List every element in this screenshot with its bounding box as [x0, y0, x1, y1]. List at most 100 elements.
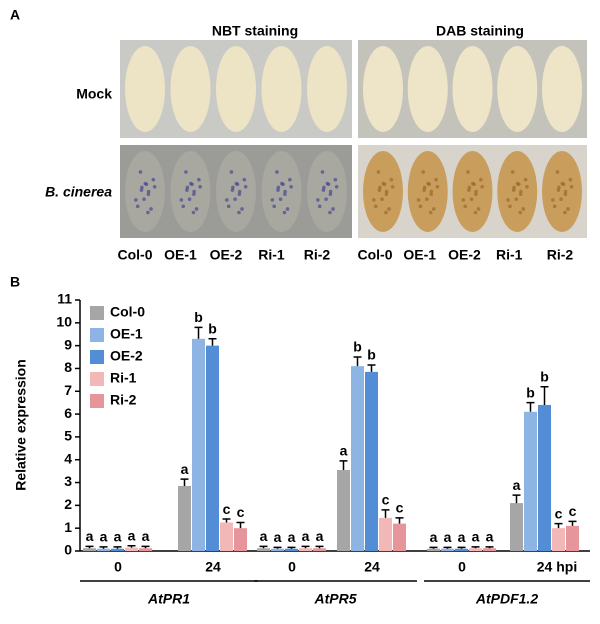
lesion — [518, 210, 523, 215]
lesion — [563, 192, 568, 197]
lesion — [328, 210, 332, 215]
bar — [510, 503, 523, 551]
significance-letter: a — [260, 528, 268, 544]
bar — [483, 548, 496, 551]
significance-letter: a — [288, 529, 296, 545]
significance-letter: a — [316, 528, 324, 544]
lesion — [233, 197, 237, 202]
x-tick-label: 0 — [114, 559, 122, 575]
lesion — [231, 185, 235, 190]
lesion — [322, 185, 326, 190]
lesion — [421, 170, 425, 174]
lesion — [380, 197, 384, 202]
lesion — [552, 204, 557, 209]
lesion — [384, 192, 389, 197]
lesion — [333, 177, 338, 182]
lesion — [283, 189, 287, 194]
lesion — [563, 210, 567, 215]
significance-letter: b — [540, 368, 549, 384]
lesion — [179, 198, 184, 202]
lesion — [198, 184, 202, 189]
lesion — [328, 192, 333, 197]
legend-label: OE-1 — [110, 326, 143, 342]
lesion — [278, 197, 283, 202]
error-bar — [471, 546, 480, 549]
lesion — [237, 210, 241, 215]
legend-swatch — [90, 328, 104, 342]
significance-letter: c — [569, 503, 577, 519]
lesion — [372, 198, 376, 202]
panel-label: B — [10, 274, 20, 290]
column-label: Ri-2 — [547, 247, 574, 263]
lesion — [324, 197, 328, 202]
lesion — [518, 192, 523, 197]
lesion — [192, 189, 196, 194]
significance-letter: c — [396, 500, 404, 516]
error-bar — [367, 364, 376, 372]
leaf — [452, 46, 493, 132]
error-bar — [381, 509, 390, 518]
leaf — [307, 46, 347, 132]
significance-letter: a — [430, 529, 438, 545]
bar — [469, 548, 482, 551]
lesion — [146, 189, 151, 194]
lesion — [184, 170, 188, 174]
bar — [83, 548, 96, 551]
lesion — [282, 210, 287, 215]
lesion — [390, 184, 395, 189]
lesion — [226, 204, 231, 209]
bar — [125, 547, 138, 551]
x-tick-label: 24 — [205, 559, 221, 575]
bar — [538, 404, 551, 551]
legend-label: Col-0 — [110, 304, 145, 320]
y-tick-label: 6 — [64, 405, 72, 421]
row-label: Mock — [76, 86, 112, 102]
error-bar — [353, 356, 362, 367]
y-tick-label: 11 — [57, 291, 72, 307]
bar — [365, 371, 378, 551]
lesion — [285, 207, 290, 211]
significance-letter: b — [353, 339, 362, 355]
lesion — [469, 197, 474, 202]
bar — [427, 548, 440, 551]
photos — [120, 40, 587, 238]
significance-letter: a — [142, 528, 150, 544]
error-bar — [526, 401, 535, 412]
significance-letter: c — [237, 504, 245, 520]
column-label: OE-1 — [164, 247, 197, 263]
lesion — [461, 198, 466, 202]
significance-letter: c — [382, 492, 390, 508]
significance-letter: a — [486, 529, 494, 545]
error-bar — [457, 546, 466, 549]
lesion — [480, 184, 484, 189]
leaf — [307, 151, 347, 232]
lesion — [197, 177, 201, 182]
y-tick-label: 9 — [64, 336, 72, 352]
significance-letter: a — [444, 529, 452, 545]
lesion — [506, 198, 510, 202]
error-bar — [287, 546, 296, 549]
significance-letter: a — [114, 529, 122, 545]
stain-title: NBT staining — [212, 23, 298, 39]
lesion — [387, 207, 391, 211]
lesion — [519, 189, 523, 194]
bar — [351, 366, 364, 551]
bar — [111, 548, 124, 551]
significance-letter: a — [340, 443, 348, 459]
lesion — [389, 177, 394, 182]
leaf — [125, 151, 165, 232]
lesion — [146, 192, 151, 197]
lesion — [275, 170, 279, 174]
bar — [139, 548, 152, 551]
lesion — [192, 192, 196, 197]
leaf — [497, 46, 538, 132]
panel-label: A — [10, 7, 20, 23]
legend-label: Ri-2 — [110, 392, 137, 408]
y-tick-label: 0 — [64, 542, 72, 558]
significance-letter: b — [208, 320, 217, 336]
significance-letter: a — [513, 477, 521, 493]
lesion — [331, 207, 335, 211]
error-bar — [236, 521, 245, 529]
lesion — [568, 177, 573, 182]
